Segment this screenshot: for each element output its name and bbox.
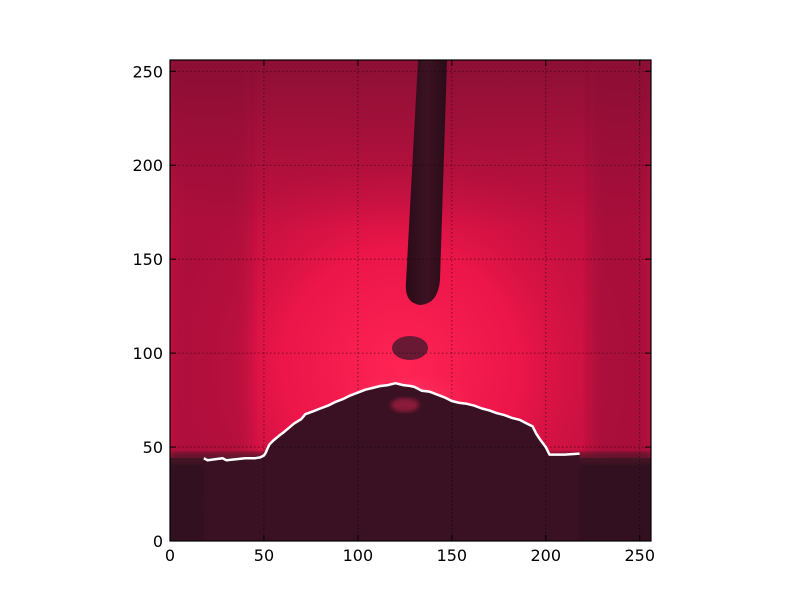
x-tick-label: 250 (624, 546, 655, 565)
x-tick-label: 100 (343, 546, 374, 565)
ticks: 0 50 100 150 200 250 0 50 100 150 200 250 (132, 60, 655, 565)
y-tick-label: 0 (153, 532, 163, 551)
y-tick-label: 100 (132, 344, 163, 363)
grid (170, 60, 651, 541)
y-tick-label: 200 (132, 156, 163, 175)
electrode (405, 60, 447, 305)
y-tick-label: 250 (132, 62, 163, 81)
x-tick-label: 50 (254, 546, 274, 565)
contour-line (203, 381, 580, 462)
y-tick-label: 50 (143, 438, 163, 457)
y-tick-label: 150 (132, 250, 163, 269)
plot-image (170, 60, 651, 541)
droplet (392, 336, 428, 360)
x-tick-label: 200 (531, 546, 562, 565)
x-tick-label: 150 (437, 546, 468, 565)
x-tick-label: 0 (165, 546, 175, 565)
axes-frame (169, 59, 652, 542)
